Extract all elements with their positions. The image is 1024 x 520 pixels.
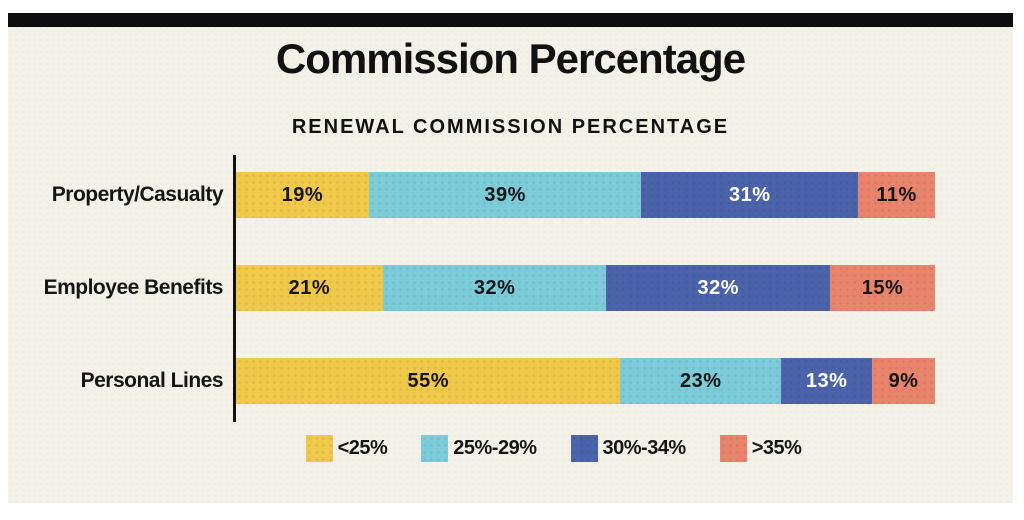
legend-item: 25%-29%	[421, 435, 537, 462]
legend-item: 30%-34%	[570, 435, 687, 462]
bar-segment: 15%	[830, 265, 935, 311]
bar-segment: 55%	[236, 358, 621, 404]
legend-swatch	[421, 435, 449, 462]
chart-row: Employee Benefits 21% 32% 32% 15%	[8, 265, 1013, 311]
category-label: Employee Benefits	[43, 276, 224, 299]
legend: <25% 25%-29% 30%-34% >35%	[51, 435, 1024, 462]
legend-swatch	[719, 435, 747, 462]
legend-item: <25%	[305, 435, 388, 462]
stacked-bar: 55% 23% 13% 9%	[236, 358, 935, 404]
chart-row: Property/Casualty 19% 39% 31% 11%	[8, 172, 1013, 218]
stacked-bar: 19% 39% 31% 11%	[236, 172, 935, 218]
bar-segment: 32%	[382, 265, 607, 311]
category-label: Personal Lines	[80, 369, 224, 392]
bar-segment: 13%	[781, 358, 873, 404]
legend-swatch	[570, 435, 598, 462]
bar-segment: 31%	[641, 172, 859, 218]
category-label: Property/Casualty	[51, 183, 224, 206]
bar-segment: 21%	[236, 265, 383, 311]
legend-label: 30%-34%	[602, 437, 687, 459]
chart-title: Commission Percentage	[275, 35, 746, 82]
bar-segment: 23%	[620, 358, 782, 404]
stacked-bar: 21% 32% 32% 15%	[236, 265, 935, 311]
top-accent-bar	[8, 13, 1013, 27]
chart-panel: Commission Percentage RENEWAL COMMISSION…	[8, 13, 1013, 503]
chart-rows: Property/Casualty 19% 39% 31% 11% Employee Be…	[8, 172, 1013, 404]
y-axis-line	[233, 155, 236, 422]
bar-segment: 19%	[236, 172, 369, 218]
bar-segment: 9%	[872, 358, 935, 404]
chart-row: Personal Lines 55% 23% 13% 9%	[8, 358, 1013, 404]
legend-label: 25%-29%	[453, 437, 537, 459]
bar-segment: 32%	[606, 265, 831, 311]
legend-swatch	[305, 435, 333, 462]
bar-segment: 39%	[368, 172, 642, 218]
legend-item: >35%	[719, 435, 802, 462]
legend-label: <25%	[337, 437, 388, 459]
legend-label: >35%	[751, 437, 802, 459]
chart-subtitle: RENEWAL COMMISSION PERCENTAGE	[291, 116, 730, 138]
bar-segment: 11%	[858, 172, 935, 218]
stacked-bar-chart: Property/Casualty 19% 39% 31% 11% Employee Be…	[8, 155, 1013, 422]
